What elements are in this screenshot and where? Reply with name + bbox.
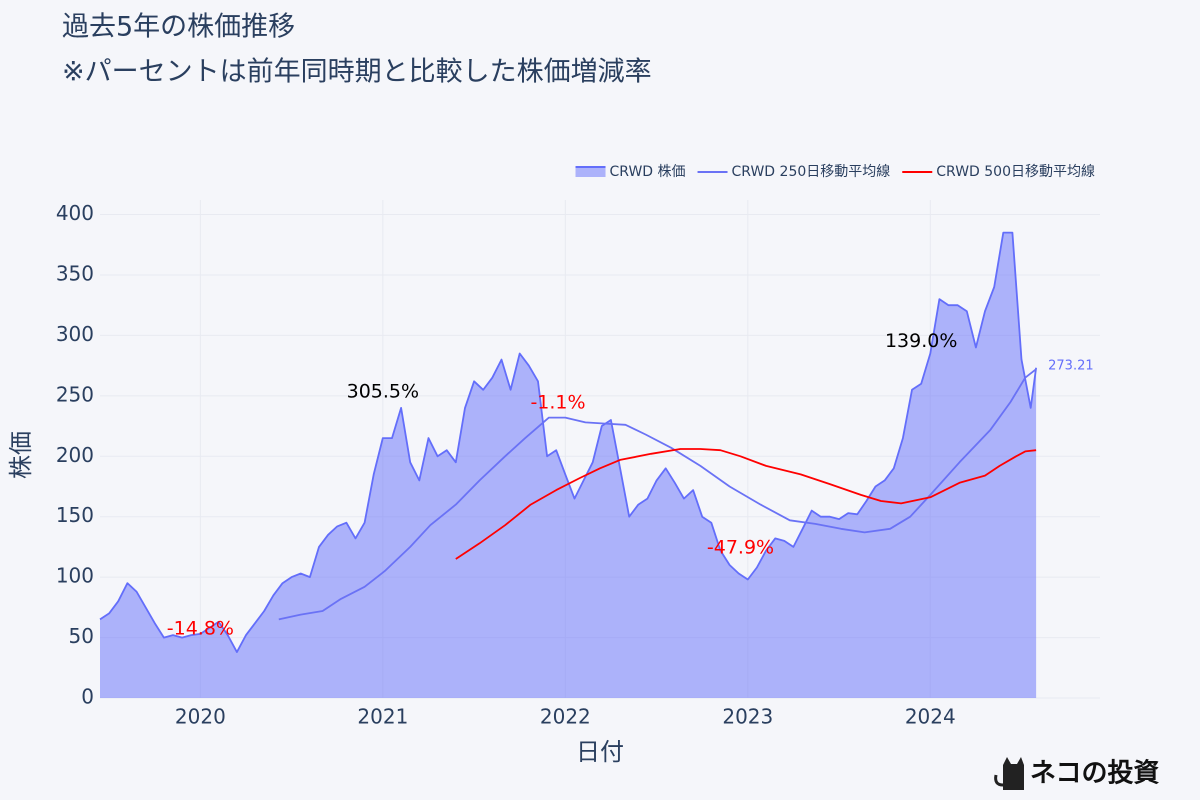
y-tick-label: 350 xyxy=(56,261,94,285)
x-tick-label: 2024 xyxy=(905,705,956,729)
watermark-icon xyxy=(994,757,1024,790)
legend-label: CRWD 株価 xyxy=(610,164,686,180)
y-tick-label: 50 xyxy=(69,624,94,648)
area xyxy=(100,232,1037,698)
x-axis-title: 日付 xyxy=(576,738,624,766)
y-tick-label: 150 xyxy=(56,503,94,527)
y-tick-label: 200 xyxy=(56,443,94,467)
end-label: 273.21 xyxy=(1048,358,1094,373)
annotation: 139.0% xyxy=(885,330,957,352)
annotation: -14.8% xyxy=(167,618,234,640)
x-tick-label: 2023 xyxy=(722,705,773,729)
plot-area: 0 50 100 150 200 250 300 350 400 2020 2021 2022 2023… xyxy=(56,164,1100,729)
annotation: -1.1% xyxy=(530,392,585,414)
y-tick-label: 400 xyxy=(56,201,94,225)
y-tick-label: 0 xyxy=(81,685,94,709)
line xyxy=(455,448,1037,560)
y-tick-label: 100 xyxy=(56,564,94,588)
watermark: ネコの投資 xyxy=(1030,759,1159,789)
y-tick-label: 300 xyxy=(56,322,94,346)
chart-title: 過去5年の株価推移 xyxy=(62,12,295,43)
x-tick-label: 2020 xyxy=(175,705,226,729)
chart-subtitle: ※パーセントは前年同時期と比較した株価増減率 xyxy=(62,57,652,88)
annotation: -47.9% xyxy=(707,537,774,559)
legend-label: CRWD 250日移動平均線 xyxy=(732,164,891,180)
legend-label: CRWD 500日移動平均線 xyxy=(936,164,1095,180)
x-tick-label: 2021 xyxy=(357,705,408,729)
line xyxy=(99,231,1037,653)
legend-swatch xyxy=(575,167,606,177)
line xyxy=(278,368,1037,621)
y-axis-title: 株価 xyxy=(7,431,35,479)
y-tick-label: 250 xyxy=(56,382,94,406)
x-tick-label: 2022 xyxy=(540,705,591,729)
annotation: 305.5% xyxy=(347,381,419,403)
